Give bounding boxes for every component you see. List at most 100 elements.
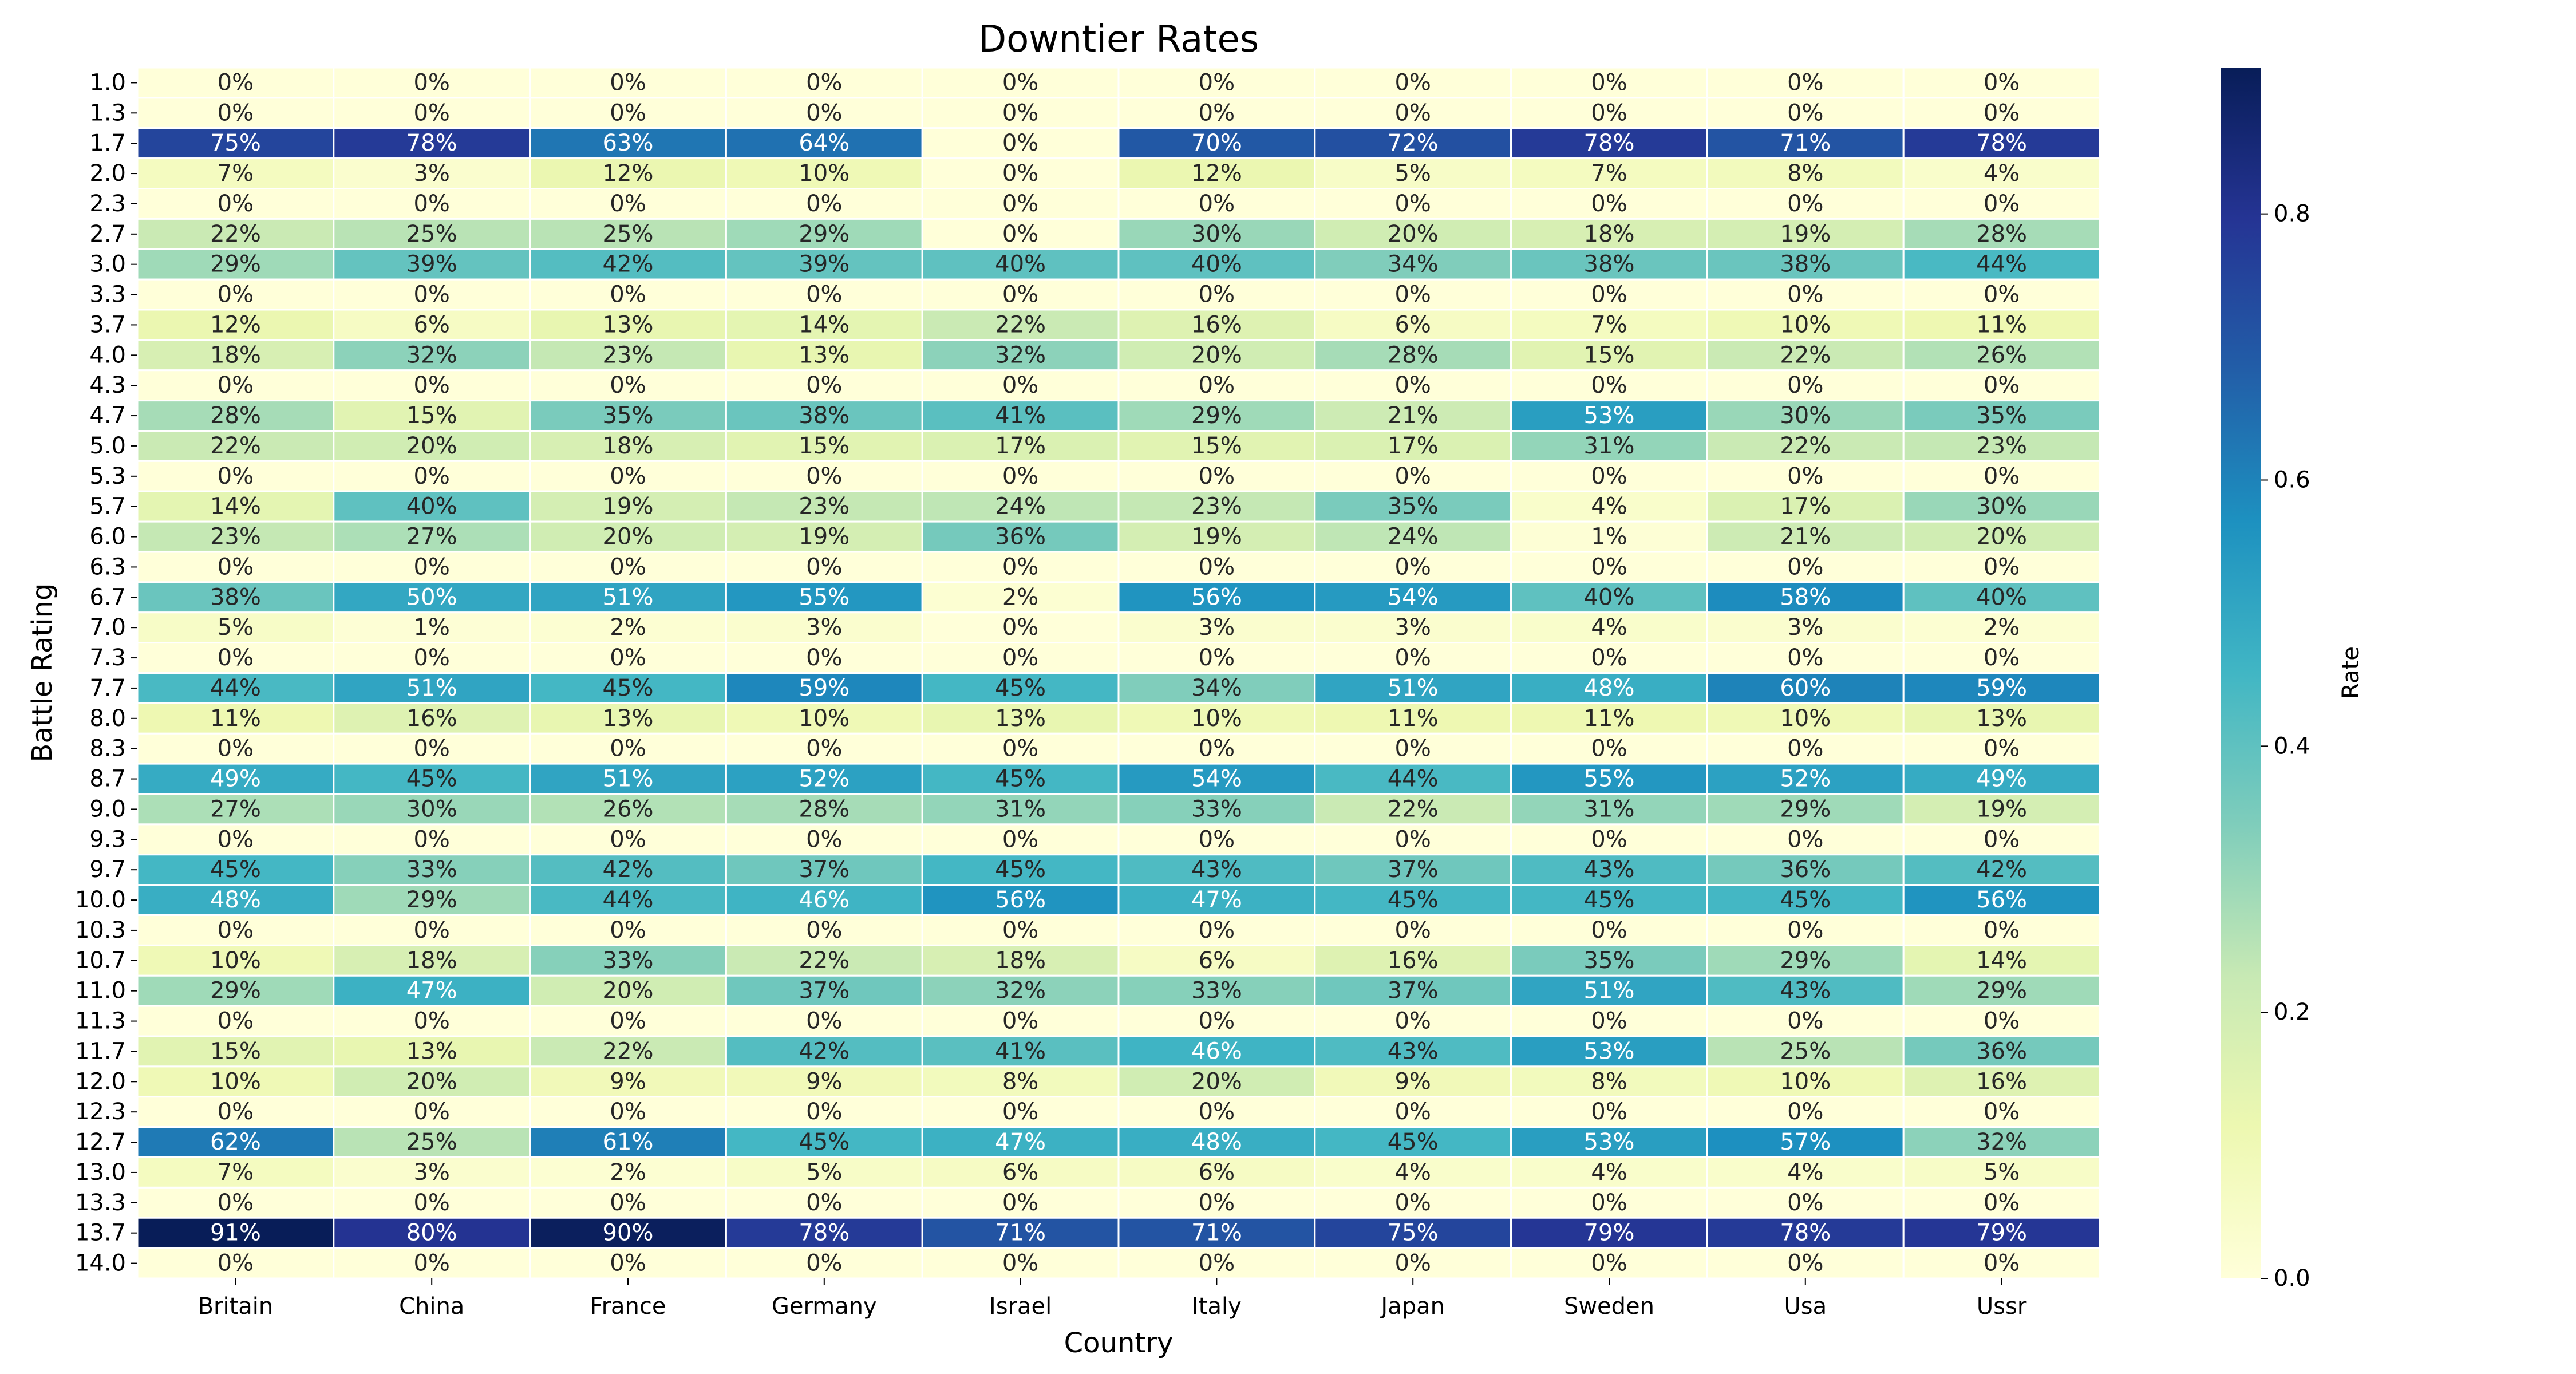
cell-value-label: 15% (1191, 433, 1242, 459)
y-tick-label: 4.0 (89, 342, 126, 368)
heatmap-cell (921, 642, 1120, 674)
cell-value-label: 34% (1388, 251, 1439, 278)
cell-value-label: 0% (1394, 1099, 1431, 1125)
heatmap-cell (1902, 793, 2101, 826)
heatmap-cell (1314, 793, 1512, 826)
heatmap-cell (1706, 66, 1905, 99)
heatmap-cell (921, 914, 1120, 946)
heatmap-cell (1706, 278, 1905, 311)
cell-value-label: 13% (1976, 705, 2027, 732)
heatmap-cell (1510, 339, 1708, 372)
cell-value-label: 42% (603, 251, 654, 278)
cell-value-label: 53% (1584, 402, 1635, 429)
cell-value-label: 0% (413, 1008, 449, 1035)
cell-value-label: 18% (1584, 221, 1635, 247)
heatmap-cell (1117, 854, 1316, 886)
cell-value-label: 45% (1584, 887, 1635, 913)
cell-value-label: 17% (1780, 493, 1831, 520)
heatmap-cell (1706, 642, 1905, 674)
cell-value-label: 18% (406, 947, 457, 974)
heatmap-cell (1117, 672, 1316, 704)
colorbar-tick-label: 0.0 (2274, 1265, 2310, 1292)
cell-value-label: 0% (1002, 463, 1038, 489)
cell-value-label: 0% (413, 463, 449, 489)
heatmap-cell (1117, 1096, 1316, 1128)
cell-value-label: 43% (1780, 978, 1831, 1004)
heatmap-cell (921, 430, 1120, 462)
y-tick-label: 3.3 (89, 282, 126, 308)
heatmap-cell (529, 1186, 727, 1219)
cell-value-label: 39% (799, 251, 850, 278)
y-tick-label: 11.3 (75, 1008, 126, 1035)
cell-value-label: 0% (1199, 1190, 1235, 1216)
cell-value-label: 0% (413, 917, 449, 943)
cell-value-label: 15% (1584, 342, 1635, 368)
cell-value-label: 75% (210, 130, 261, 156)
cell-value-label: 20% (1191, 1068, 1242, 1095)
cell-value-label: 16% (406, 705, 457, 732)
cell-value-label: 0% (1984, 1099, 2020, 1125)
cell-value-label: 0% (610, 191, 646, 217)
cell-value-label: 75% (1388, 1220, 1439, 1246)
cell-value-label: 35% (1976, 402, 2027, 429)
x-tick-label: Italy (1192, 1293, 1242, 1320)
heatmap-cell (529, 672, 727, 704)
cell-value-label: 0% (218, 282, 254, 308)
cell-value-label: 0% (1591, 100, 1627, 126)
cell-value-label: 61% (603, 1129, 654, 1155)
heatmap-cell (529, 490, 727, 523)
cell-value-label: 7% (1591, 160, 1627, 187)
x-tick-label: Britain (198, 1293, 274, 1320)
cell-value-label: 22% (210, 433, 261, 459)
heatmap-cell (1902, 1217, 2101, 1249)
cell-value-label: 4% (1591, 1159, 1627, 1186)
heatmap-cell (1902, 581, 2101, 614)
y-tick-label: 10.7 (75, 947, 126, 974)
heatmap-cell (136, 914, 335, 946)
cell-value-label: 0% (1394, 69, 1431, 96)
heatmap-cell (529, 944, 727, 977)
x-tick-label: France (590, 1293, 666, 1320)
cell-value-label: 3% (1199, 614, 1235, 641)
heatmap-cell (1510, 551, 1708, 583)
cell-value-label: 20% (603, 524, 654, 550)
heatmap-cell (921, 97, 1120, 129)
cell-value-label: 5% (218, 614, 254, 641)
cell-value-label: 0% (1394, 191, 1431, 217)
heatmap-cell (921, 763, 1120, 795)
heatmap-cell (1902, 611, 2101, 644)
cell-value-label: 0% (806, 372, 842, 398)
cell-value-label: 42% (1976, 856, 2027, 883)
heatmap-cell (333, 248, 531, 281)
heatmap-cell (333, 884, 531, 916)
cell-value-label: 0% (1787, 1190, 1823, 1216)
heatmap-cell (1314, 1096, 1512, 1128)
cell-value-label: 31% (1584, 433, 1635, 459)
cell-value-label: 40% (995, 251, 1046, 278)
cell-value-label: 37% (1388, 978, 1439, 1004)
heatmap-cell (1706, 611, 1905, 644)
heatmap-cell (1510, 914, 1708, 946)
cell-value-label: 10% (799, 160, 850, 187)
cell-value-label: 0% (806, 282, 842, 308)
cell-value-label: 7% (1591, 311, 1627, 338)
heatmap-cell (1902, 97, 2101, 129)
cell-value-label: 40% (1976, 584, 2027, 610)
cell-value-label: 34% (1191, 675, 1242, 701)
cell-value-label: 0% (1984, 736, 2020, 762)
heatmap-cell (1706, 520, 1905, 553)
cell-value-label: 20% (406, 433, 457, 459)
y-tick-label: 1.3 (89, 100, 126, 126)
x-tick-label: Ussr (1977, 1293, 2027, 1320)
cell-value-label: 0% (1591, 917, 1627, 943)
cell-value-label: 58% (1780, 584, 1831, 610)
cell-value-label: 0% (1591, 372, 1627, 398)
colorbar-tick-label: 0.2 (2274, 999, 2310, 1025)
cell-value-label: 0% (806, 645, 842, 671)
cell-value-label: 45% (1388, 1129, 1439, 1155)
cell-value-label: 0% (1591, 554, 1627, 580)
y-tick-label: 3.7 (89, 311, 126, 338)
cell-value-label: 45% (1780, 887, 1831, 913)
cell-value-label: 0% (1787, 645, 1823, 671)
cell-value-label: 0% (413, 826, 449, 852)
